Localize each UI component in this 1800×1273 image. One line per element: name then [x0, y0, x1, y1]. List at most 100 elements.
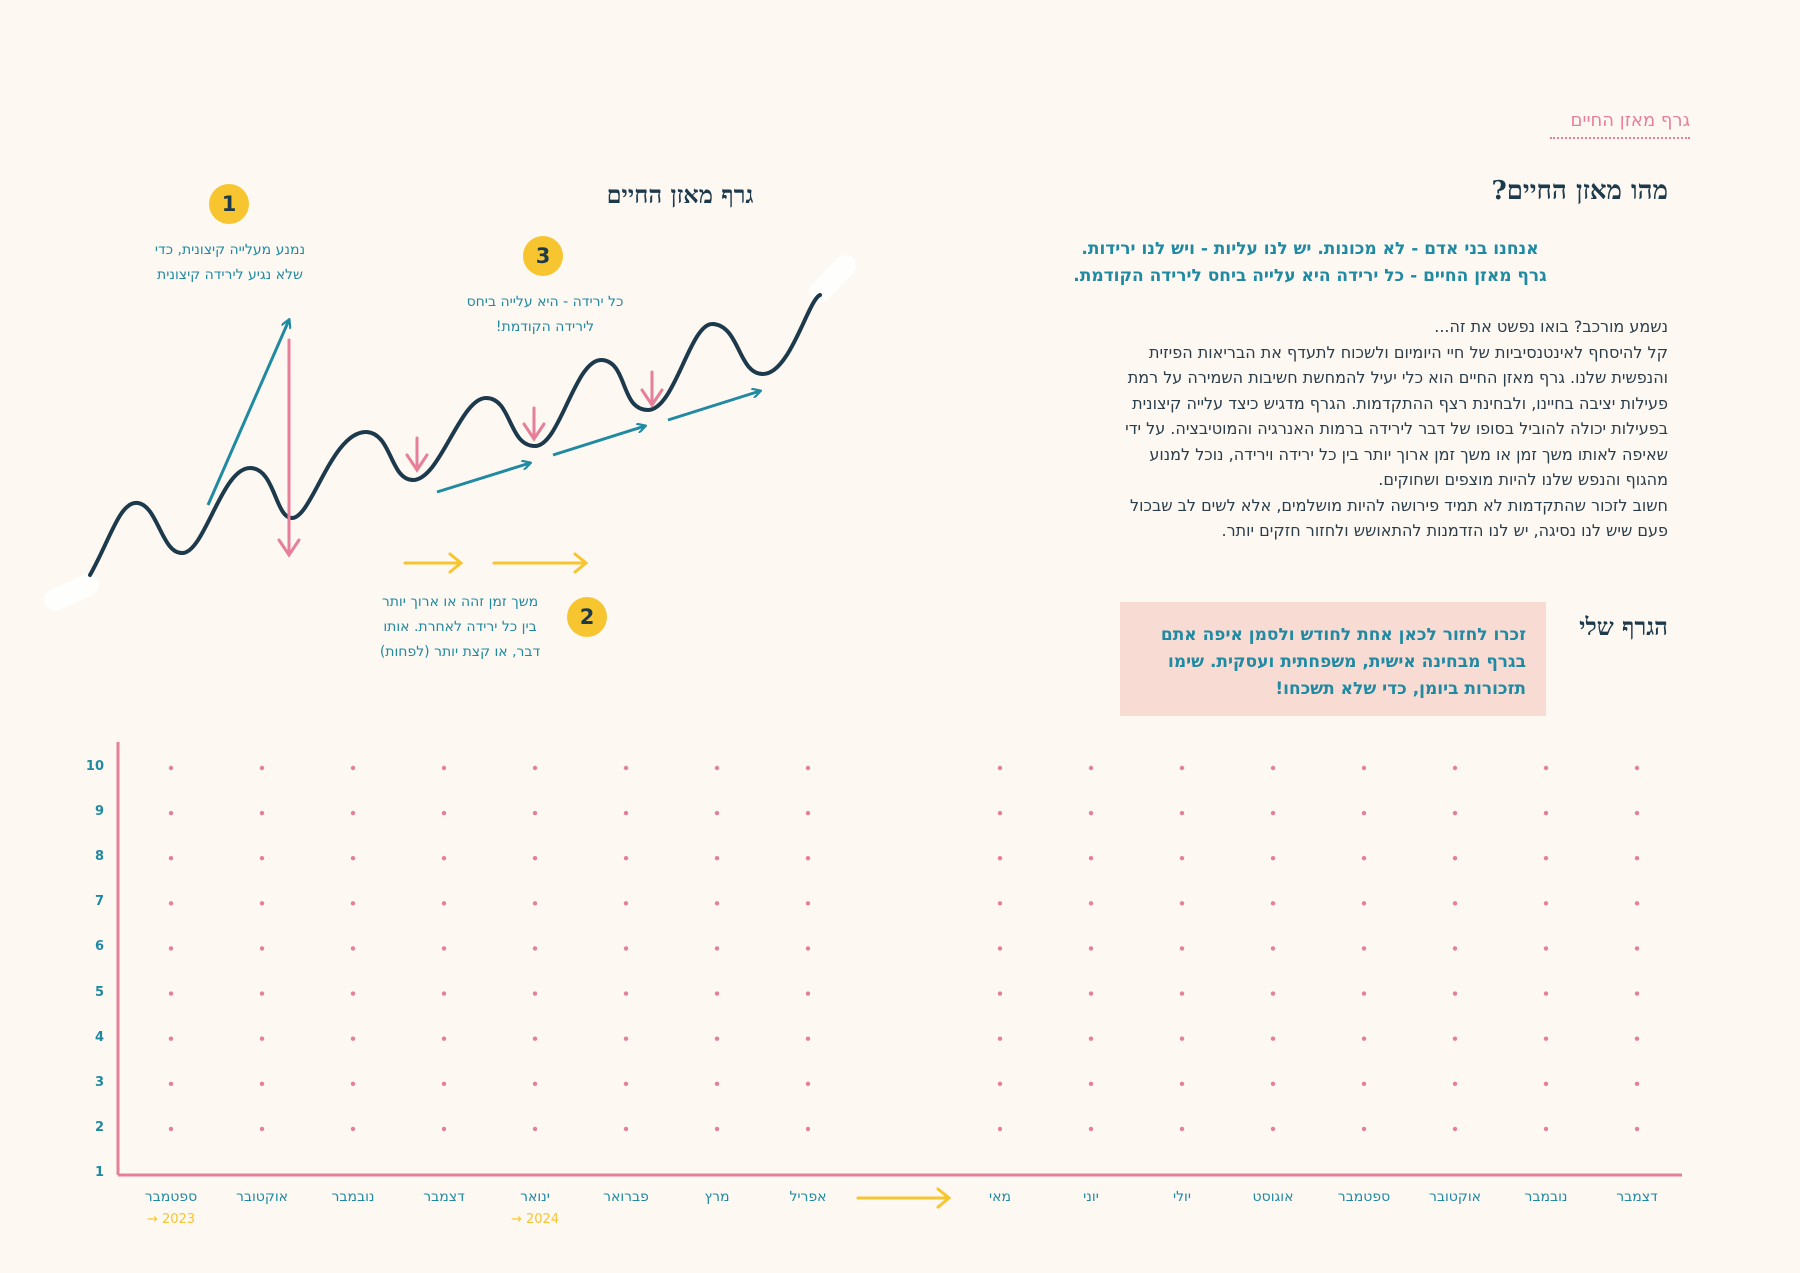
grid-dot[interactable] [714, 946, 720, 951]
grid-dot[interactable] [441, 946, 447, 951]
grid-dot[interactable] [1088, 991, 1094, 996]
grid-dot[interactable] [714, 991, 720, 996]
grid-dot[interactable] [997, 810, 1003, 816]
grid-dot[interactable] [259, 991, 265, 996]
grid-dot[interactable] [1543, 901, 1549, 906]
grid-dot[interactable] [532, 1081, 538, 1086]
grid-dot[interactable] [805, 901, 811, 906]
grid-dot[interactable] [1634, 856, 1640, 861]
grid-dot[interactable] [168, 901, 174, 906]
grid-dot[interactable] [168, 1126, 174, 1132]
grid-dot[interactable] [1452, 901, 1458, 906]
grid-dot[interactable] [1088, 1081, 1094, 1086]
grid-dot[interactable] [1270, 901, 1276, 906]
grid-dot[interactable] [168, 1081, 174, 1086]
grid-dot[interactable] [532, 810, 538, 816]
grid-dot[interactable] [1543, 765, 1549, 771]
grid-dot[interactable] [168, 1036, 174, 1041]
grid-dot[interactable] [259, 810, 265, 816]
grid-dot[interactable] [623, 991, 629, 996]
grid-dot[interactable] [1452, 765, 1458, 771]
grid-dot[interactable] [441, 856, 447, 861]
grid-dot[interactable] [1543, 1036, 1549, 1041]
grid-dot[interactable] [1179, 765, 1185, 771]
grid-dot[interactable] [805, 1036, 811, 1041]
grid-dot[interactable] [997, 765, 1003, 771]
grid-dot[interactable] [1270, 991, 1276, 996]
grid-dot[interactable] [1361, 765, 1367, 771]
grid-dot[interactable] [1543, 856, 1549, 861]
grid-dot[interactable] [1088, 1036, 1094, 1041]
grid-dot[interactable] [805, 1081, 811, 1086]
grid-dot[interactable] [623, 856, 629, 861]
grid-dot[interactable] [441, 1081, 447, 1086]
grid-dot[interactable] [805, 856, 811, 861]
grid-dot[interactable] [259, 901, 265, 906]
grid-dot[interactable] [623, 1081, 629, 1086]
grid-dot[interactable] [997, 946, 1003, 951]
grid-dot[interactable] [1634, 1126, 1640, 1132]
grid-dot[interactable] [350, 1126, 356, 1132]
grid-dot[interactable] [1634, 810, 1640, 816]
grid-dot[interactable] [259, 856, 265, 861]
grid-dot[interactable] [805, 1126, 811, 1132]
grid-dot[interactable] [168, 856, 174, 861]
grid-dot[interactable] [441, 991, 447, 996]
grid-dot[interactable] [441, 765, 447, 771]
grid-dot[interactable] [259, 1081, 265, 1086]
grid-dot[interactable] [350, 1036, 356, 1041]
grid-dot[interactable] [1452, 1036, 1458, 1041]
grid-dot[interactable] [1179, 901, 1185, 906]
grid-dot[interactable] [714, 765, 720, 771]
grid-dot[interactable] [1361, 946, 1367, 951]
grid-dot[interactable] [168, 946, 174, 951]
grid-dot[interactable] [350, 1081, 356, 1086]
grid-dot[interactable] [532, 1126, 538, 1132]
grid-dot[interactable] [1179, 991, 1185, 996]
grid-dot[interactable] [1452, 991, 1458, 996]
grid-dot[interactable] [1088, 856, 1094, 861]
grid-dot[interactable] [1634, 901, 1640, 906]
grid-dot[interactable] [623, 901, 629, 906]
grid-dot[interactable] [805, 765, 811, 771]
grid-dot[interactable] [1634, 946, 1640, 951]
grid-dot[interactable] [1361, 856, 1367, 861]
grid-dot[interactable] [259, 1126, 265, 1132]
grid-dot[interactable] [350, 810, 356, 816]
grid-dot[interactable] [1270, 1036, 1276, 1041]
grid-dot[interactable] [1270, 946, 1276, 951]
grid-dot[interactable] [805, 946, 811, 951]
grid-dot[interactable] [1452, 1081, 1458, 1086]
grid-dot[interactable] [1270, 1126, 1276, 1132]
grid-dot[interactable] [1088, 946, 1094, 951]
grid-dot[interactable] [1543, 1081, 1549, 1086]
grid-dot[interactable] [350, 856, 356, 861]
grid-dot[interactable] [259, 1036, 265, 1041]
grid-dot[interactable] [1270, 856, 1276, 861]
grid-dot[interactable] [997, 901, 1003, 906]
grid-dot[interactable] [1179, 810, 1185, 816]
grid-dot[interactable] [714, 1126, 720, 1132]
grid-dot[interactable] [1270, 1081, 1276, 1086]
grid-dot[interactable] [168, 810, 174, 816]
grid-dot[interactable] [350, 946, 356, 951]
grid-dot[interactable] [1179, 1126, 1185, 1132]
grid-dot[interactable] [805, 810, 811, 816]
grid-dot[interactable] [623, 1036, 629, 1041]
grid-dot[interactable] [441, 810, 447, 816]
grid-dot[interactable] [1634, 765, 1640, 771]
grid-dot[interactable] [1452, 810, 1458, 816]
grid-dot[interactable] [1543, 810, 1549, 816]
grid-dot[interactable] [623, 765, 629, 771]
grid-dot[interactable] [168, 991, 174, 996]
grid-dot[interactable] [350, 901, 356, 906]
grid-dot[interactable] [168, 765, 174, 771]
grid-dot[interactable] [1088, 810, 1094, 816]
grid-dot[interactable] [350, 765, 356, 771]
grid-dot[interactable] [1179, 946, 1185, 951]
grid-dot[interactable] [1452, 856, 1458, 861]
grid-dot[interactable] [441, 901, 447, 906]
grid-dot[interactable] [623, 946, 629, 951]
grid-dot[interactable] [714, 1081, 720, 1086]
grid-dot[interactable] [1452, 1126, 1458, 1132]
